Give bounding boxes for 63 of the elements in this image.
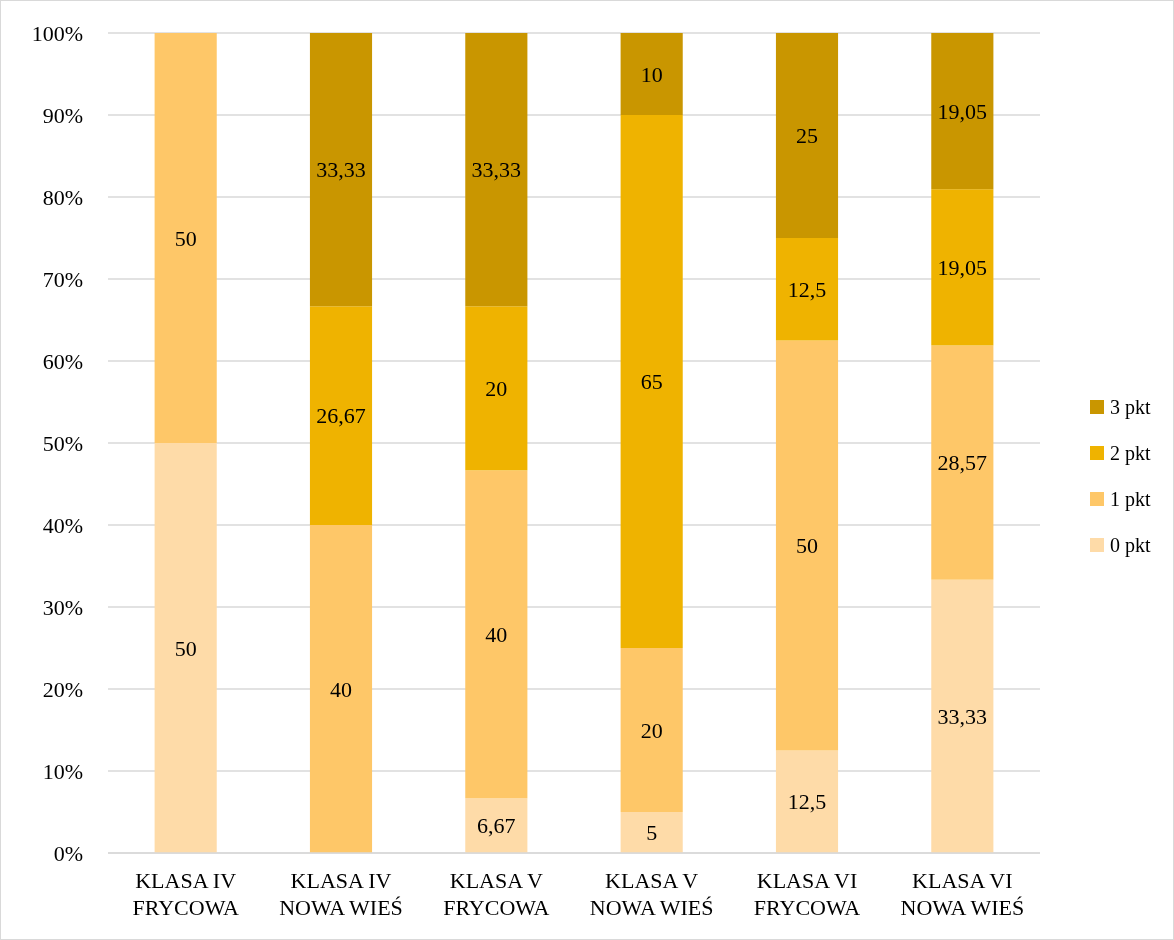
data-label: 50 bbox=[174, 635, 197, 661]
bar bbox=[465, 798, 528, 853]
bar bbox=[154, 443, 217, 853]
data-label: 28,57 bbox=[937, 450, 988, 476]
data-label: 40 bbox=[485, 622, 508, 648]
bar bbox=[309, 33, 373, 307]
x-tick-label: KLASA IV FRYCOWA bbox=[132, 868, 239, 920]
bar bbox=[775, 750, 839, 853]
data-label: 25 bbox=[796, 123, 818, 149]
data-label: 50 bbox=[796, 533, 818, 559]
y-tick-label: 70% bbox=[42, 266, 83, 292]
data-label: 12,5 bbox=[787, 789, 827, 815]
data-label: 19,05 bbox=[937, 98, 988, 124]
x-tick-label: KLASA VI FRYCOWA bbox=[753, 868, 861, 920]
y-tick-label: 50% bbox=[42, 430, 83, 456]
bar bbox=[309, 306, 373, 525]
data-label: 33,33 bbox=[471, 157, 522, 183]
data-label: 19,05 bbox=[937, 255, 988, 281]
y-tick-label: 20% bbox=[42, 676, 83, 702]
data-label: 10 bbox=[640, 61, 663, 87]
y-tick-label: 40% bbox=[42, 512, 83, 538]
bar bbox=[620, 812, 683, 853]
data-label: 6,67 bbox=[477, 813, 516, 839]
data-label: 40 bbox=[330, 676, 352, 702]
bar bbox=[465, 470, 528, 799]
data-label: 33,33 bbox=[937, 704, 988, 730]
y-tick-label: 60% bbox=[42, 348, 83, 374]
y-tick-label: 30% bbox=[42, 594, 83, 620]
data-label: 26,67 bbox=[316, 403, 366, 429]
bar bbox=[620, 33, 683, 115]
data-label: 33,33 bbox=[316, 157, 366, 183]
bar bbox=[931, 579, 994, 853]
bar bbox=[309, 525, 373, 853]
data-label: 50 bbox=[174, 225, 197, 251]
bar bbox=[931, 189, 994, 346]
bar bbox=[465, 33, 528, 307]
bar bbox=[775, 33, 839, 238]
data-label: 65 bbox=[640, 369, 663, 395]
x-tick-label: KLASA V FRYCOWA bbox=[443, 868, 550, 920]
x-tick-label: KLASA V NOWA WIEŚ bbox=[589, 868, 714, 920]
x-tick-label: KLASA IV NOWA WIEŚ bbox=[279, 868, 403, 920]
bar bbox=[931, 345, 994, 580]
bar bbox=[931, 33, 994, 190]
bar bbox=[465, 306, 528, 471]
bar bbox=[154, 33, 217, 443]
y-tick-label: 0% bbox=[53, 840, 83, 866]
data-label: 12,5 bbox=[787, 276, 827, 302]
data-label: 20 bbox=[640, 717, 663, 743]
y-tick-label: 10% bbox=[42, 758, 83, 784]
y-tick-label: 100% bbox=[31, 20, 83, 46]
data-label: 20 bbox=[485, 376, 508, 402]
y-tick-label: 80% bbox=[42, 184, 83, 210]
bar bbox=[620, 648, 683, 812]
legend-label: 0 pkt bbox=[1110, 534, 1151, 557]
bar bbox=[775, 238, 839, 341]
bar bbox=[620, 115, 683, 648]
y-tick-label: 90% bbox=[42, 102, 83, 128]
bar bbox=[775, 340, 839, 751]
legend-label: 2 pkt bbox=[1110, 442, 1151, 465]
data-label: 5 bbox=[646, 820, 658, 846]
x-tick-label: KLASA VI NOWA WIEŚ bbox=[900, 868, 1025, 920]
legend-label: 1 pkt bbox=[1110, 488, 1151, 511]
legend-label: 3 pkt bbox=[1110, 396, 1151, 419]
